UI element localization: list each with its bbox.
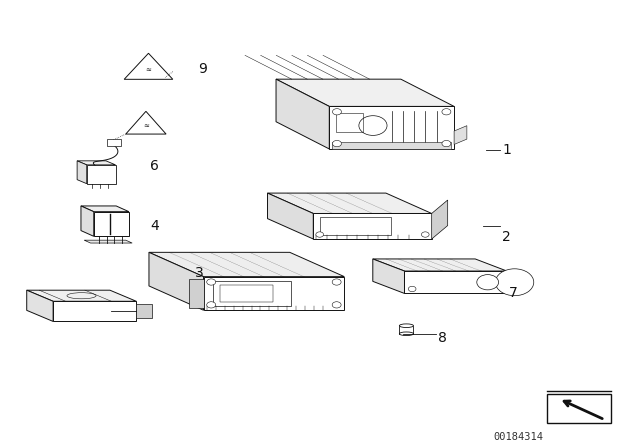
Text: 9: 9 bbox=[198, 62, 207, 77]
Polygon shape bbox=[87, 165, 115, 184]
Ellipse shape bbox=[399, 324, 413, 327]
Circle shape bbox=[207, 279, 216, 285]
Text: 5: 5 bbox=[138, 304, 147, 319]
Polygon shape bbox=[268, 193, 314, 239]
Ellipse shape bbox=[399, 332, 413, 336]
Text: 8: 8 bbox=[438, 331, 447, 345]
Circle shape bbox=[442, 108, 451, 115]
Text: 3: 3 bbox=[195, 266, 204, 280]
Bar bbox=[319, 217, 390, 236]
Polygon shape bbox=[204, 276, 344, 310]
Polygon shape bbox=[314, 214, 431, 239]
Bar bbox=[335, 113, 363, 132]
Circle shape bbox=[421, 232, 429, 237]
Polygon shape bbox=[149, 252, 204, 310]
Bar bbox=[213, 281, 291, 306]
Text: ≈: ≈ bbox=[143, 123, 149, 129]
Polygon shape bbox=[27, 290, 136, 302]
Text: 6: 6 bbox=[150, 159, 159, 173]
Polygon shape bbox=[53, 302, 136, 322]
Bar bbox=[547, 394, 611, 423]
Circle shape bbox=[333, 140, 342, 147]
Text: 1: 1 bbox=[502, 143, 511, 157]
Bar bbox=[220, 285, 273, 302]
Circle shape bbox=[333, 108, 342, 115]
Polygon shape bbox=[81, 206, 129, 212]
Polygon shape bbox=[268, 193, 431, 214]
Circle shape bbox=[495, 269, 534, 296]
Polygon shape bbox=[372, 259, 404, 293]
Circle shape bbox=[207, 302, 216, 308]
Text: 00184314: 00184314 bbox=[493, 432, 543, 442]
Text: ≈: ≈ bbox=[145, 66, 152, 73]
Circle shape bbox=[477, 275, 499, 290]
Polygon shape bbox=[276, 79, 454, 107]
Polygon shape bbox=[27, 290, 53, 322]
Circle shape bbox=[408, 286, 416, 292]
Polygon shape bbox=[276, 79, 329, 149]
Text: 7: 7 bbox=[509, 286, 518, 301]
Text: 4: 4 bbox=[150, 219, 159, 233]
Polygon shape bbox=[136, 305, 152, 318]
Polygon shape bbox=[404, 271, 507, 293]
Polygon shape bbox=[77, 161, 87, 184]
Polygon shape bbox=[454, 125, 467, 144]
Polygon shape bbox=[189, 279, 204, 308]
Circle shape bbox=[332, 279, 341, 285]
Bar bbox=[107, 139, 121, 146]
Circle shape bbox=[442, 140, 451, 147]
Polygon shape bbox=[149, 252, 344, 276]
Polygon shape bbox=[93, 212, 129, 237]
Bar bbox=[333, 142, 451, 149]
Circle shape bbox=[316, 232, 323, 237]
Polygon shape bbox=[84, 240, 132, 243]
Text: 2: 2 bbox=[502, 230, 511, 245]
Circle shape bbox=[332, 302, 341, 308]
Polygon shape bbox=[431, 200, 448, 239]
Polygon shape bbox=[329, 107, 454, 149]
Polygon shape bbox=[372, 259, 507, 271]
Polygon shape bbox=[77, 161, 115, 165]
Polygon shape bbox=[81, 206, 93, 237]
